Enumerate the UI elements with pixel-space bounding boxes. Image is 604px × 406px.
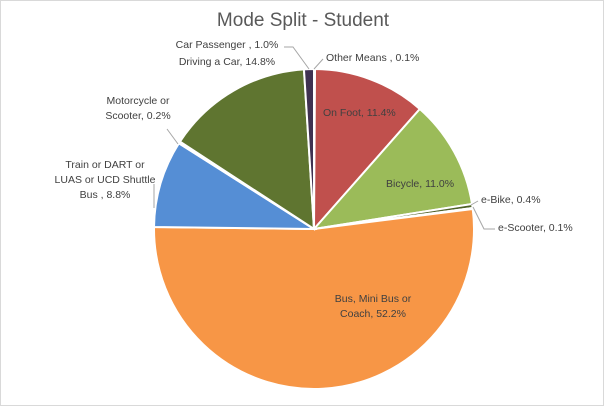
pie-slice-train-or-dart-or-luas-or-ucd-shuttle-bus [152,141,318,231]
leader-lines [153,46,495,230]
leader-line [313,58,324,70]
slice-label: e-Bike, 0.4% [481,194,541,206]
slice-label: Driving a Car, 14.8% [179,56,275,68]
slice-label: Train or DART or LUAS or UCD Shuttle Bus ,… [55,159,156,201]
slice-label: Bicycle, 11.0% [386,178,454,190]
slice-label: On Foot, 11.4% [323,107,396,119]
pie-slice-bicycle [311,107,474,231]
pie-slices [152,67,475,390]
slice-labels: Other Means , 0.1% On Foot, 11.4% Bicycle,… [55,39,573,320]
chart-title: Mode Split - Student [216,10,390,31]
leader-line [166,128,179,145]
pie-slice-bus-mini-bus-or-coach [153,207,475,390]
leader-line [472,206,495,230]
leader-line [470,200,479,206]
slice-label: Car Passenger , 1.0% [176,39,279,51]
slice-label: Motorcycle or Scooter, 0.2% [105,95,170,122]
pie-slice-driving-a-car [178,68,316,231]
slice-label: Bus, Mini Bus or Coach, 52.2% [335,293,412,320]
pie-slice-on-foot [312,67,422,232]
slice-label: e-Scooter, 0.1% [498,222,573,234]
slice-label: Other Means , 0.1% [326,52,419,64]
pie-slice-car-passenger [302,67,315,230]
leader-line [284,46,310,70]
